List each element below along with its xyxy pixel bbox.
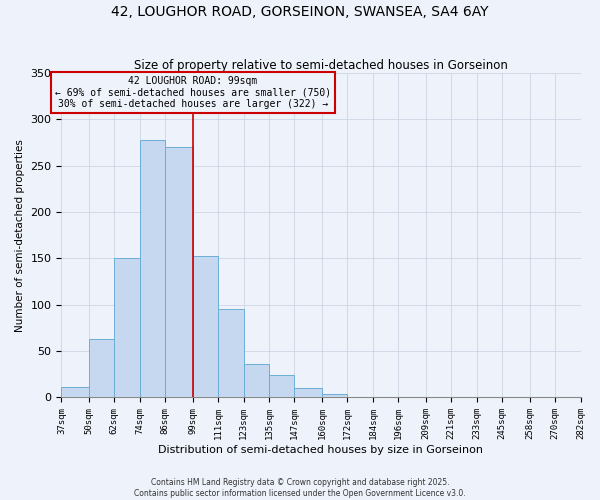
Bar xyxy=(140,140,165,398)
Y-axis label: Number of semi-detached properties: Number of semi-detached properties xyxy=(15,139,25,332)
Bar xyxy=(244,364,269,398)
Bar xyxy=(322,394,347,398)
Text: 42 LOUGHOR ROAD: 99sqm
← 69% of semi-detached houses are smaller (750)
30% of se: 42 LOUGHOR ROAD: 99sqm ← 69% of semi-det… xyxy=(55,76,331,109)
Bar xyxy=(61,388,89,398)
Text: 42, LOUGHOR ROAD, GORSEINON, SWANSEA, SA4 6AY: 42, LOUGHOR ROAD, GORSEINON, SWANSEA, SA… xyxy=(111,5,489,19)
Bar xyxy=(373,396,398,398)
Bar xyxy=(347,396,373,398)
Text: Contains HM Land Registry data © Crown copyright and database right 2025.
Contai: Contains HM Land Registry data © Crown c… xyxy=(134,478,466,498)
X-axis label: Distribution of semi-detached houses by size in Gorseinon: Distribution of semi-detached houses by … xyxy=(158,445,484,455)
Bar xyxy=(193,256,218,398)
Bar xyxy=(165,148,193,398)
Bar xyxy=(89,339,115,398)
Bar xyxy=(218,308,244,398)
Bar xyxy=(269,375,295,398)
Title: Size of property relative to semi-detached houses in Gorseinon: Size of property relative to semi-detach… xyxy=(134,59,508,72)
Bar xyxy=(295,388,322,398)
Bar xyxy=(115,258,140,398)
